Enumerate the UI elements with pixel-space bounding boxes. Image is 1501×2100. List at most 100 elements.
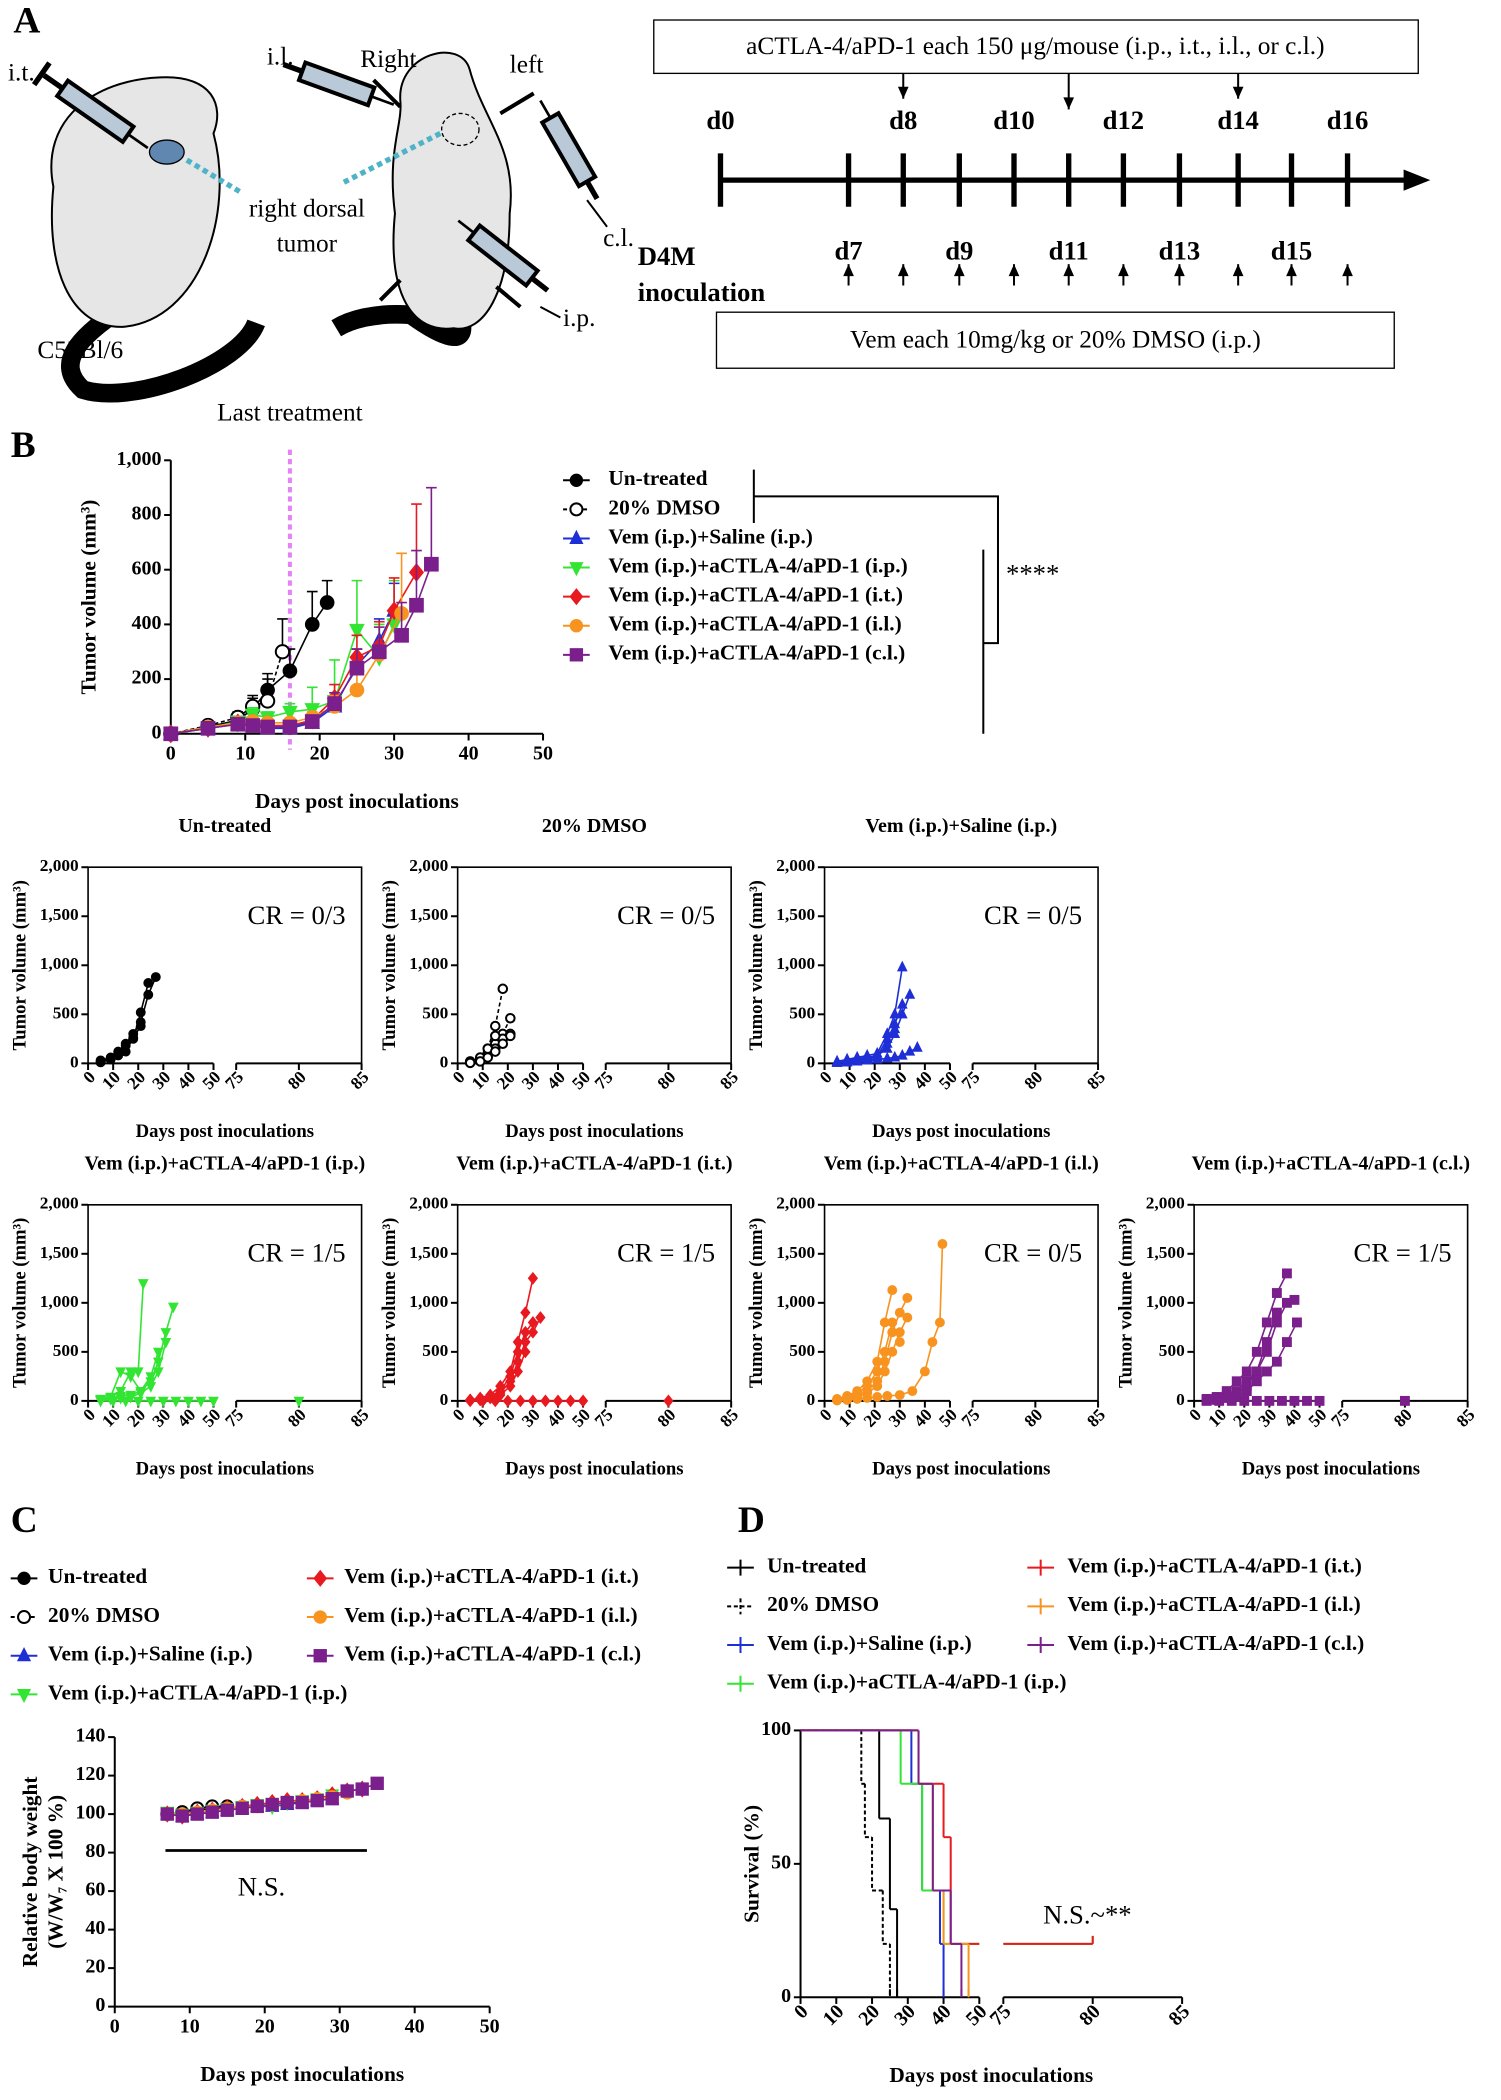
x-tick-label: 80 bbox=[1021, 1068, 1047, 1094]
data-point bbox=[340, 1784, 354, 1798]
data-point bbox=[349, 623, 365, 640]
connector bbox=[883, 1322, 894, 1353]
x-tick-label: 0 bbox=[449, 1405, 469, 1425]
connector bbox=[924, 1341, 934, 1372]
legend-label: Un-treated bbox=[767, 1554, 866, 1578]
y-axis-title: Tumor volume (mm³) bbox=[379, 880, 400, 1050]
route-label: c.l. bbox=[603, 224, 634, 252]
day-label: d0 bbox=[706, 105, 734, 135]
y-tick-label: 0 bbox=[440, 1390, 449, 1409]
legend-label: Vem (i.p.)+aCTLA-4/aPD-1 (i.l.) bbox=[1067, 1592, 1360, 1616]
data-point bbox=[841, 1055, 853, 1067]
y-axis-title: Relative body weight bbox=[18, 1776, 42, 1968]
legend-swatch bbox=[727, 1559, 754, 1576]
data-point bbox=[1231, 1376, 1242, 1387]
y-tick-label: 0 bbox=[807, 1390, 816, 1409]
legend-marker bbox=[17, 1571, 31, 1586]
data-point bbox=[95, 1057, 106, 1068]
data-point bbox=[107, 1396, 119, 1408]
data-point bbox=[527, 1325, 539, 1339]
data-point bbox=[293, 1396, 305, 1408]
connector bbox=[266, 651, 284, 702]
data-point bbox=[105, 1054, 116, 1065]
day-label: d11 bbox=[1049, 236, 1089, 266]
connector bbox=[137, 1283, 145, 1372]
connector bbox=[165, 1306, 175, 1333]
plot-frame bbox=[1193, 1203, 1469, 1401]
data-point bbox=[152, 1367, 164, 1379]
data-point bbox=[220, 1803, 234, 1817]
chart-title: Vem (i.p.)+Saline (i.p.) bbox=[865, 815, 1057, 837]
x-tick-label: 85 bbox=[347, 1405, 373, 1431]
error-bar bbox=[411, 549, 422, 606]
data-point bbox=[482, 1052, 494, 1063]
data-point bbox=[490, 1020, 501, 1032]
y-tick-label: 1,000 bbox=[776, 954, 815, 973]
data-point bbox=[145, 1372, 157, 1383]
data-point bbox=[902, 1312, 913, 1323]
y-tick-label: 1,500 bbox=[40, 905, 79, 924]
data-point bbox=[304, 617, 320, 632]
x-tick-label: 10 bbox=[468, 1068, 494, 1094]
data-point bbox=[1239, 1395, 1250, 1406]
x-tick-label: 0 bbox=[1186, 1405, 1206, 1425]
x-tick-label: 75 bbox=[221, 1405, 247, 1431]
legend-label: 20% DMSO bbox=[608, 495, 720, 519]
legend-marker bbox=[569, 648, 584, 662]
data-point bbox=[1261, 1337, 1272, 1347]
legend-marker bbox=[569, 588, 584, 606]
y-tick-label: 0 bbox=[807, 1052, 816, 1071]
data-point bbox=[282, 719, 298, 735]
tumor-label: right dorsal bbox=[249, 195, 365, 223]
data-point bbox=[120, 1046, 131, 1057]
day-label: d15 bbox=[1271, 236, 1313, 266]
x-tick-label: 30 bbox=[330, 2016, 350, 2038]
data-point bbox=[907, 1386, 918, 1397]
day-label: d14 bbox=[1217, 105, 1259, 135]
legend-label: Vem (i.p.)+aCTLA-4/aPD-1 (i.p.) bbox=[608, 553, 907, 577]
data-point bbox=[295, 1795, 309, 1810]
x-tick-label: 80 bbox=[654, 1068, 680, 1094]
data-point bbox=[937, 1239, 948, 1249]
data-point bbox=[282, 663, 298, 679]
data-point bbox=[135, 1388, 147, 1400]
x-tick-label: 30 bbox=[518, 1405, 544, 1431]
x-tick-label: 20 bbox=[493, 1068, 519, 1094]
data-point bbox=[95, 1396, 106, 1408]
y-tick-label: 120 bbox=[75, 1763, 105, 1785]
legend-label: 20% DMSO bbox=[767, 1592, 879, 1616]
y-tick-label: 1,000 bbox=[116, 448, 161, 470]
data-point bbox=[882, 1391, 893, 1401]
y-tick-label: 140 bbox=[75, 1725, 105, 1747]
legend-label: Vem (i.p.)+Saline (i.p.) bbox=[48, 1642, 253, 1666]
y-tick-label: 0 bbox=[440, 1052, 449, 1071]
error-bar bbox=[351, 579, 363, 630]
data-point bbox=[887, 1285, 898, 1296]
data-point bbox=[502, 1394, 513, 1408]
x-tick-label: 10 bbox=[835, 1405, 861, 1431]
data-point bbox=[1261, 1346, 1272, 1357]
x-tick-label: 20 bbox=[493, 1405, 519, 1431]
legend-label: Vem (i.p.)+aCTLA-4/aPD-1 (i.l.) bbox=[608, 612, 901, 636]
data-point bbox=[265, 1797, 279, 1812]
y-tick-label: 1,500 bbox=[409, 905, 448, 924]
x-tick-label: 20 bbox=[854, 2001, 884, 2031]
legend-marker bbox=[17, 1610, 32, 1625]
data-point bbox=[490, 1394, 501, 1408]
data-point bbox=[831, 1056, 843, 1067]
data-point bbox=[889, 1050, 901, 1062]
data-point bbox=[565, 1394, 576, 1408]
x-tick-label: 80 bbox=[654, 1405, 680, 1431]
y-tick-label: 60 bbox=[85, 1879, 105, 1901]
data-point bbox=[195, 1396, 207, 1408]
connector bbox=[109, 1371, 122, 1398]
data-point bbox=[355, 1782, 369, 1796]
legend-marker bbox=[16, 1688, 32, 1704]
data-point bbox=[872, 1392, 883, 1402]
data-point bbox=[490, 1046, 501, 1057]
data-point bbox=[304, 714, 320, 729]
x-tick-label: 40 bbox=[926, 2001, 956, 2031]
data-point bbox=[115, 1367, 127, 1379]
y-tick-label: 1,000 bbox=[776, 1292, 815, 1311]
day-label: d7 bbox=[834, 236, 862, 266]
